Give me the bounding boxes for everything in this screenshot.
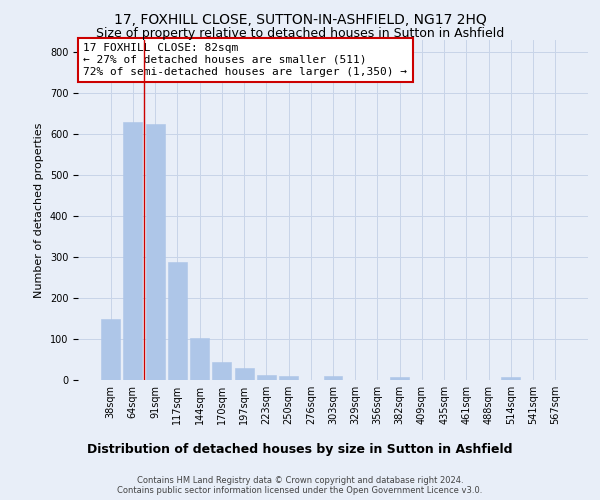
Text: Contains HM Land Registry data © Crown copyright and database right 2024.
Contai: Contains HM Land Registry data © Crown c…: [118, 476, 482, 495]
Bar: [190, 338, 209, 380]
Bar: [124, 122, 142, 380]
Bar: [390, 376, 409, 380]
Text: 17 FOXHILL CLOSE: 82sqm
← 27% of detached houses are smaller (511)
72% of semi-d: 17 FOXHILL CLOSE: 82sqm ← 27% of detache…: [83, 44, 407, 76]
Bar: [323, 376, 343, 380]
Bar: [235, 368, 254, 380]
Text: Distribution of detached houses by size in Sutton in Ashfield: Distribution of detached houses by size …: [87, 442, 513, 456]
Y-axis label: Number of detached properties: Number of detached properties: [34, 122, 44, 298]
Text: 17, FOXHILL CLOSE, SUTTON-IN-ASHFIELD, NG17 2HQ: 17, FOXHILL CLOSE, SUTTON-IN-ASHFIELD, N…: [113, 12, 487, 26]
Bar: [212, 362, 231, 380]
Bar: [146, 124, 164, 380]
Bar: [279, 376, 298, 380]
Bar: [168, 262, 187, 380]
Bar: [257, 375, 276, 380]
Bar: [502, 376, 520, 380]
Bar: [101, 320, 120, 380]
Text: Size of property relative to detached houses in Sutton in Ashfield: Size of property relative to detached ho…: [96, 28, 504, 40]
